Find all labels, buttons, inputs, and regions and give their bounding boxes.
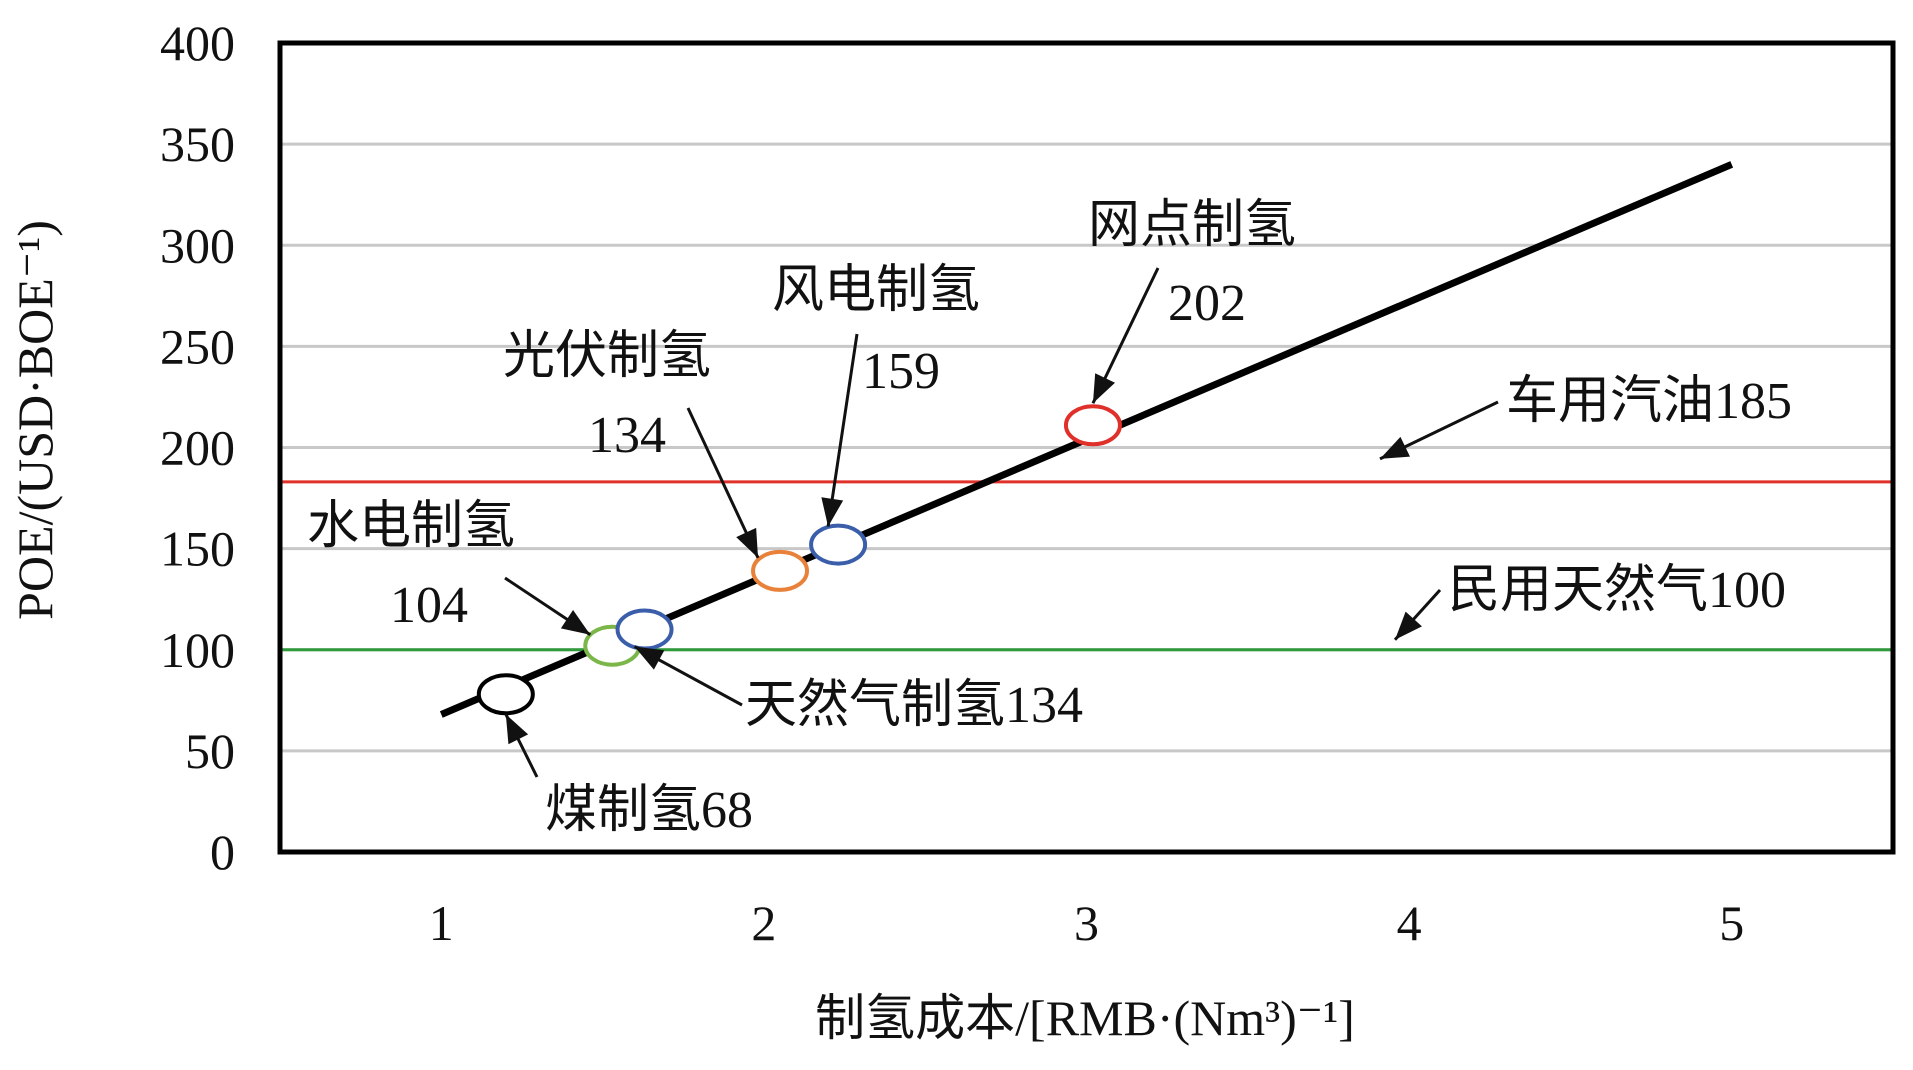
annotation-grid-value: 202 — [1168, 275, 1246, 332]
annotation-wind-value: 159 — [862, 343, 940, 400]
x-axis-title: 制氢成本/[RMB·(Nm³)⁻¹] — [815, 990, 1355, 1046]
x-tick-label: 4 — [1397, 895, 1422, 951]
annotation-arrows — [504, 267, 1499, 778]
annotation-natural-gas: 民用天然气100 — [1448, 562, 1786, 619]
x-tick-label: 5 — [1719, 895, 1744, 951]
annotation-pv: 光伏制氢 — [503, 328, 711, 385]
arrow — [686, 407, 760, 559]
x-tick-labels: 1 2 3 4 5 — [429, 895, 1744, 951]
data-marker — [751, 549, 810, 592]
y-tick-labels: 0 50 100 150 200 250 300 350 400 — [160, 15, 235, 880]
arrow — [633, 645, 743, 707]
reference-lines — [280, 480, 1893, 652]
arrow — [504, 576, 592, 636]
y-tick-label: 250 — [160, 318, 235, 374]
arrow — [1393, 588, 1442, 641]
x-tick-label: 2 — [751, 895, 776, 951]
data-marker — [476, 673, 535, 716]
annotation-hydro-value: 104 — [390, 577, 468, 634]
plot-frame — [277, 40, 1896, 855]
annotation-gasoline: 车用汽油185 — [1506, 373, 1792, 430]
y-tick-label: 0 — [210, 824, 235, 880]
x-tick-label: 1 — [429, 895, 454, 951]
arrow — [1091, 267, 1160, 404]
annotation-grid: 网点制氢 — [1088, 197, 1296, 254]
arrow — [1379, 400, 1499, 461]
annotation-hydro: 水电制氢 — [307, 498, 515, 555]
y-tick-label: 300 — [160, 217, 235, 273]
y-axis-title: POE/(USD·BOE⁻¹) — [7, 220, 63, 620]
data-marker — [615, 608, 674, 651]
y-tick-label: 100 — [160, 622, 235, 678]
data-marker — [809, 523, 868, 566]
y-tick-label: 50 — [185, 723, 235, 779]
annotation-wind: 风电制氢 — [772, 262, 980, 319]
annotation-pv-value: 134 — [588, 407, 666, 464]
arrow — [821, 333, 859, 527]
annotation-coal: 煤制氢68 — [545, 782, 753, 839]
grid-lines — [280, 142, 1893, 753]
data-markers — [476, 404, 1122, 716]
y-tick-label: 200 — [160, 420, 235, 476]
annotation-ng-hydrogen: 天然气制氢134 — [745, 677, 1083, 734]
y-tick-label: 400 — [160, 15, 235, 71]
y-tick-label: 150 — [160, 521, 235, 577]
y-tick-label: 350 — [160, 116, 235, 172]
arrow — [504, 713, 539, 778]
data-marker — [1063, 404, 1122, 447]
x-tick-label: 3 — [1074, 895, 1099, 951]
